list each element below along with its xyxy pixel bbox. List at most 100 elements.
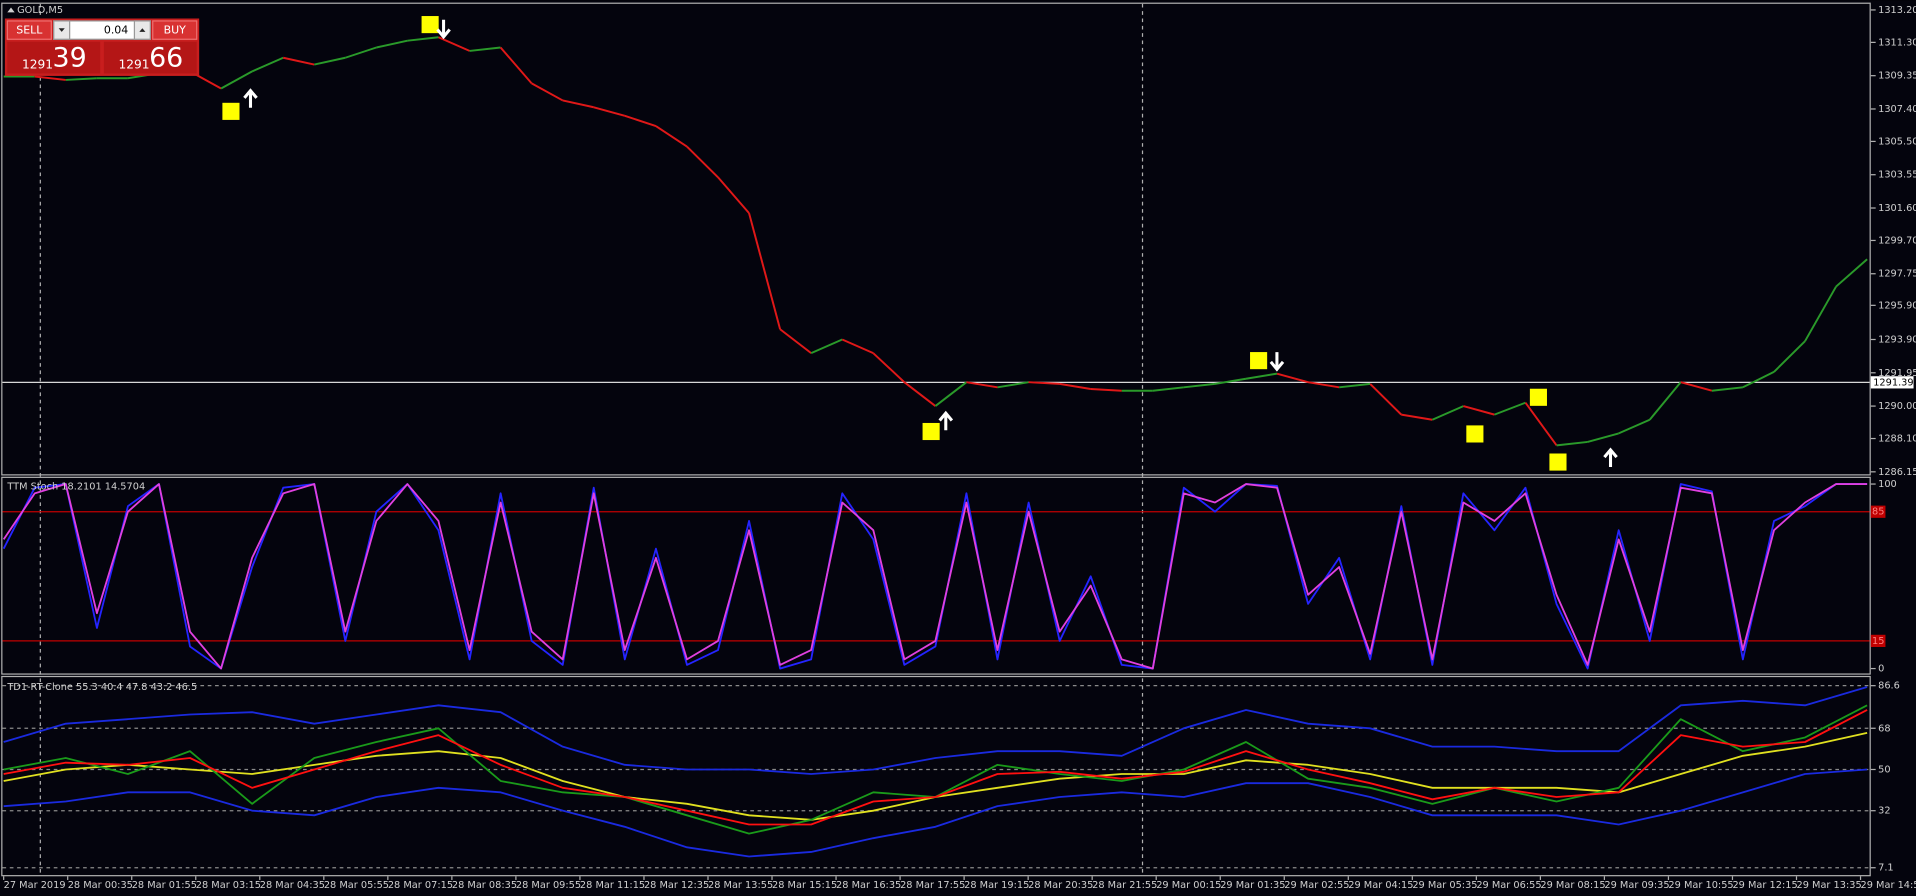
sell-label[interactable]: SELL (16, 24, 43, 37)
buy-signal (1466, 425, 1484, 443)
panel-title: GOLD,M5 (17, 5, 63, 16)
price-segment (407, 36, 439, 42)
price-segment (997, 381, 1029, 389)
x-tick-label: 29 Mar 02:55 (1284, 880, 1349, 891)
y-tick-label: 1288.10 (1878, 434, 1916, 445)
x-tick-label: 28 Mar 05:55 (324, 880, 389, 891)
x-tick-label: 28 Mar 12:35 (644, 880, 709, 891)
y-tick-label: 0 (1878, 664, 1884, 675)
price-segment (220, 70, 253, 90)
down-arrow (436, 19, 451, 40)
y-tick-label: 1299.70 (1878, 235, 1916, 246)
y-tick-label: 1286.15 (1878, 467, 1916, 478)
price-segment (438, 36, 470, 52)
price-segment (469, 46, 501, 52)
buy-button[interactable] (152, 20, 198, 40)
y-tick-label: 86.6 (1878, 681, 1900, 692)
current-price-label: 1291.39 (1873, 377, 1913, 388)
y-tick-label: 7.1 (1878, 863, 1894, 874)
y-tick-label: 1290.00 (1878, 401, 1916, 412)
y-tick-label: 1291.95 (1878, 368, 1916, 379)
price-segment (376, 39, 408, 49)
price-segment (1742, 371, 1775, 389)
price-segment (903, 381, 936, 407)
x-tick-label: 28 Mar 09:55 (516, 880, 581, 891)
price-segment (686, 145, 719, 178)
bid-main: 1291 (22, 57, 53, 71)
price-segment (499, 46, 533, 84)
x-tick-label: 28 Mar 08:35 (452, 880, 517, 891)
buy-signal (922, 422, 940, 441)
buy-label[interactable]: BUY (164, 24, 187, 37)
price-segment (1339, 382, 1371, 389)
y-tick-label: 1303.55 (1878, 170, 1916, 181)
price-segment (1773, 340, 1806, 373)
lot-value[interactable]: 0.04 (104, 24, 128, 37)
price-segment (810, 338, 843, 355)
indicator-line (3, 768, 1868, 858)
x-tick-label: 28 Mar 01:55 (132, 880, 197, 891)
y-tick-label: 100 (1878, 479, 1897, 490)
x-tick-label: 28 Mar 03:15 (196, 880, 261, 891)
x-tick-label: 29 Mar 01:35 (1220, 880, 1285, 891)
sell-signal (421, 16, 439, 34)
sell-price-box[interactable] (7, 41, 101, 74)
x-tick-label: 29 Mar 05:35 (1412, 880, 1477, 891)
y-tick-label: 1307.40 (1878, 104, 1916, 115)
y-tick-label: 1309.35 (1878, 71, 1916, 82)
x-tick-label: 29 Mar 04:15 (1348, 880, 1413, 891)
x-tick-label: 28 Mar 20:35 (1028, 880, 1093, 891)
price-segment (65, 77, 97, 81)
y-tick-label: 1293.90 (1878, 334, 1916, 345)
price-segment (1369, 383, 1402, 416)
bid-pips: 39 (53, 42, 87, 73)
y-tick-label: 1295.90 (1878, 300, 1916, 311)
level-label: 85 (1872, 507, 1884, 518)
price-segment (748, 212, 782, 330)
sell-button[interactable] (6, 20, 52, 40)
price-segment (624, 114, 657, 127)
ask-pips: 66 (149, 42, 183, 73)
up-arrow (938, 410, 954, 431)
y-tick-label: 1301.60 (1878, 203, 1916, 214)
x-tick-label: 29 Mar 10:55 (1668, 880, 1733, 891)
indicator-line (3, 686, 1868, 775)
level-label: 15 (1872, 636, 1884, 647)
price-segment (1183, 382, 1216, 389)
price-segment (1059, 382, 1091, 390)
current-price-box (1870, 376, 1914, 389)
price-segment (562, 99, 594, 109)
down-arrow (1269, 352, 1285, 372)
price-segment (1618, 418, 1651, 435)
price-segment (1835, 258, 1868, 288)
x-tick-label: 27 Mar 2019 (4, 880, 66, 891)
x-tick-label: 28 Mar 15:15 (772, 880, 837, 891)
level-label-box (1870, 634, 1886, 647)
y-tick-label: 1311.30 (1878, 37, 1916, 48)
x-tick-label: 28 Mar 16:35 (836, 880, 901, 891)
buy-price-box[interactable] (103, 41, 197, 74)
price-segment (34, 75, 66, 81)
down-icon (58, 28, 65, 32)
y-tick-label: 68 (1878, 723, 1890, 734)
panel-title: TTM Stoch 18.2101 14.5704 (6, 481, 145, 492)
price-segment (1245, 372, 1278, 380)
price-segment (1524, 402, 1558, 446)
price-segment (344, 46, 377, 59)
price-segment (934, 381, 968, 407)
up-arrow (243, 88, 258, 108)
price-segment (1276, 372, 1309, 384)
x-tick-label: 28 Mar 07:15 (388, 880, 453, 891)
price-segment (1711, 386, 1743, 392)
price-segment (1090, 388, 1122, 392)
x-tick-label: 29 Mar 09:35 (1604, 880, 1669, 891)
x-tick-label: 29 Mar 06:55 (1476, 880, 1541, 891)
up-icon (139, 28, 146, 32)
price-segment (1556, 440, 1588, 447)
y-tick-label: 1313.20 (1878, 5, 1916, 16)
x-tick-label: 29 Mar 08:15 (1540, 880, 1605, 891)
price-segment (314, 56, 346, 66)
level-label-box (1870, 505, 1886, 518)
